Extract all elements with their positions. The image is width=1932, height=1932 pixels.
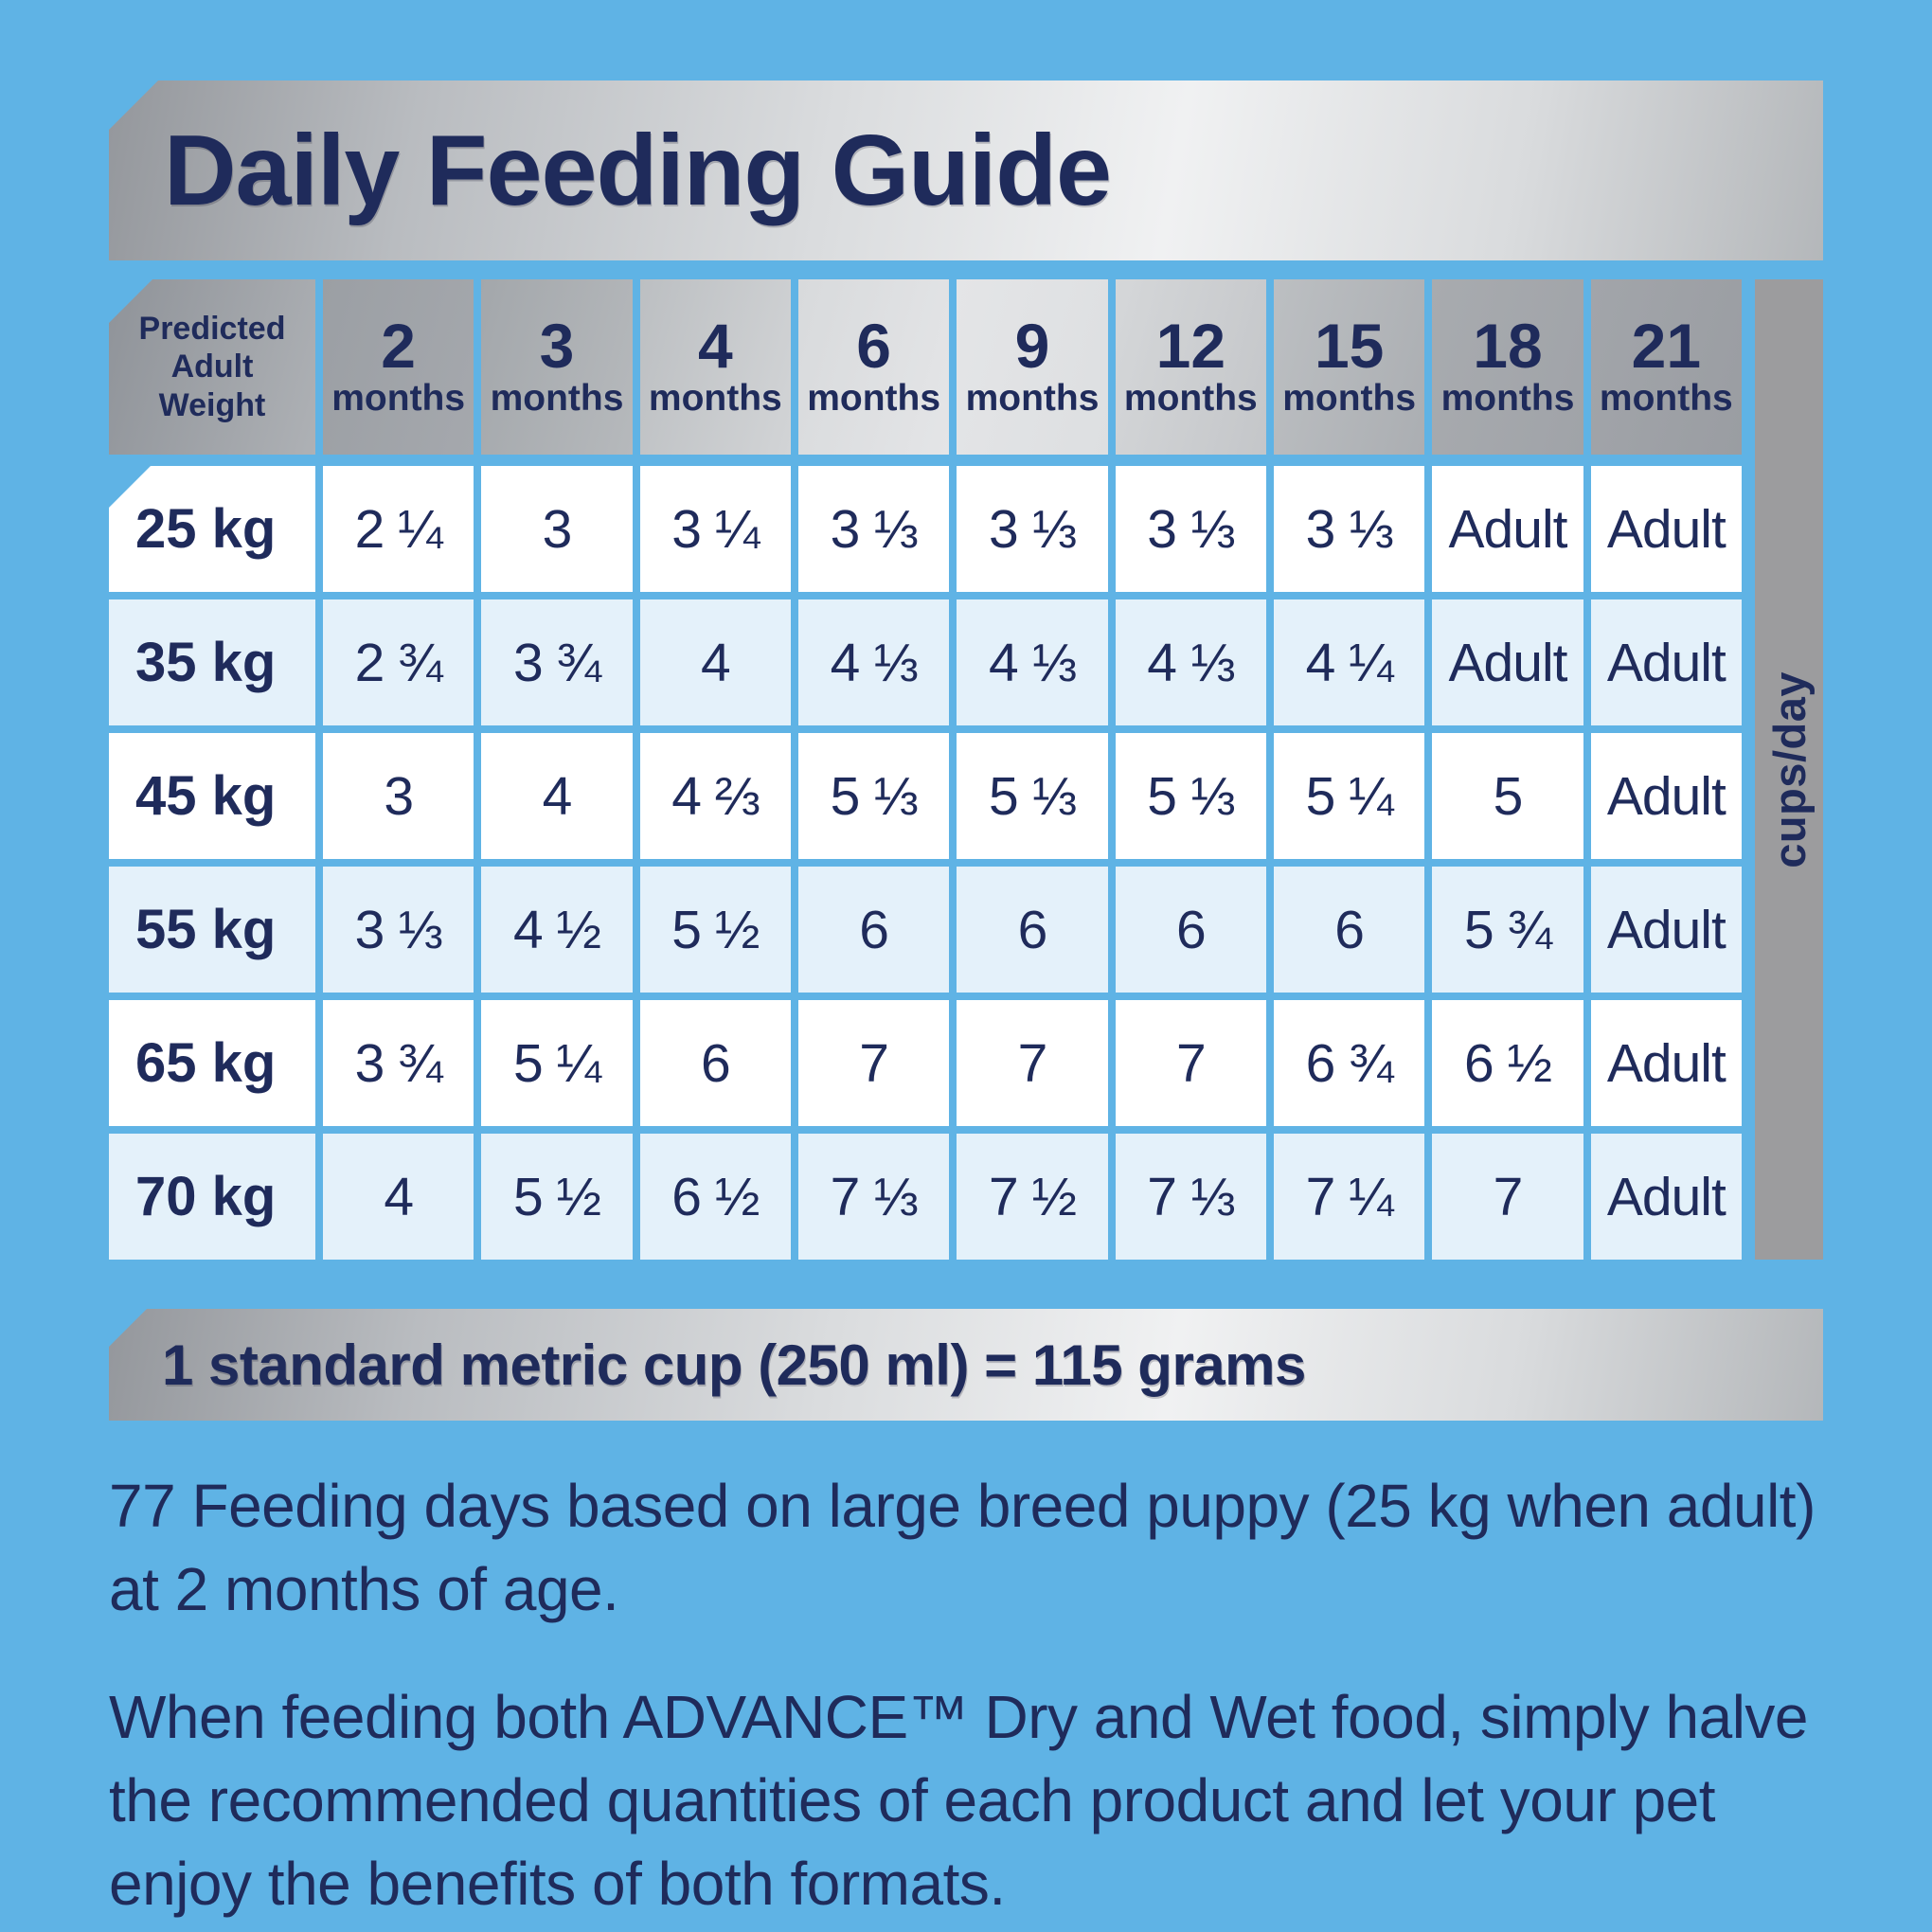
cups-per-day-label: cups/day <box>1763 671 1815 868</box>
table-cell: 3 ⅓ <box>1115 466 1266 592</box>
table-cell: 5 <box>1432 733 1583 859</box>
table-cell: 6 <box>1115 867 1266 993</box>
feeding-table: Predicted Adult Weight 2 months 3 months… <box>109 279 1823 1260</box>
table-cell: 6 <box>957 867 1108 993</box>
title-banner: Daily Feeding Guide <box>109 80 1823 260</box>
table-cell: 5 ½ <box>639 867 791 993</box>
table-cell: 5 ¼ <box>1273 733 1425 859</box>
row-weight-25kg: 25 kg <box>109 466 315 592</box>
table-cell: 7 <box>1115 1000 1266 1126</box>
column-header-4-months: 4 months <box>639 279 791 455</box>
table-cell: 7 ½ <box>957 1134 1108 1260</box>
table-cell: Adult <box>1590 1000 1742 1126</box>
column-header-weight: Predicted Adult Weight <box>109 279 315 455</box>
table-cell: 4 ⅔ <box>639 733 791 859</box>
table-cell: Adult <box>1590 466 1742 592</box>
table-header-row: Predicted Adult Weight 2 months 3 months… <box>109 279 1742 455</box>
column-header-18-months: 18 months <box>1432 279 1583 455</box>
table-body: 25 kg 2 ¼ 3 3 ¼ 3 ⅓ 3 ⅓ 3 ⅓ 3 ⅓ Adult Ad… <box>109 466 1742 1260</box>
table-cell: 3 ⅓ <box>1273 466 1425 592</box>
table-cell: 4 <box>639 599 791 725</box>
table-cell: Adult <box>1432 466 1583 592</box>
table-cell: 3 ⅓ <box>797 466 950 592</box>
table-cell: 4 ¼ <box>1273 599 1425 725</box>
table-cell: 3 ⅓ <box>323 867 474 993</box>
column-header-3-months: 3 months <box>481 279 633 455</box>
table-cell: 4 ⅓ <box>957 599 1108 725</box>
table-cell: 3 <box>481 466 633 592</box>
table-cell: Adult <box>1590 599 1742 725</box>
table-cell: 7 ⅓ <box>797 1134 950 1260</box>
mixed-feeding-note: When feeding both ADVANCE™ Dry and Wet f… <box>109 1682 1809 1919</box>
table-cell: 7 <box>797 1000 950 1126</box>
row-weight-45kg: 45 kg <box>109 733 315 859</box>
table-cell: 6 ¾ <box>1273 1000 1425 1126</box>
table-cell: 3 <box>323 733 474 859</box>
table-cell: 6 <box>639 1000 791 1126</box>
column-header-15-months: 15 months <box>1273 279 1425 455</box>
column-header-2-months: 2 months <box>323 279 474 455</box>
table-cell: 3 ¼ <box>639 466 791 592</box>
table-cell: 4 ½ <box>481 867 633 993</box>
table-cell: 5 ½ <box>481 1134 633 1260</box>
table-cell: 5 ⅓ <box>957 733 1108 859</box>
column-header-12-months: 12 months <box>1115 279 1266 455</box>
row-weight-70kg: 70 kg <box>109 1134 315 1260</box>
table-cell: Adult <box>1590 733 1742 859</box>
table-cell: 4 ⅓ <box>1115 599 1266 725</box>
table-cell: 5 ⅓ <box>797 733 950 859</box>
cups-per-day-strip: cups/day <box>1755 279 1823 1260</box>
row-weight-35kg: 35 kg <box>109 599 315 725</box>
table-cell: 4 <box>323 1134 474 1260</box>
table-cell: 4 <box>481 733 633 859</box>
table-cell: 6 ½ <box>1432 1000 1583 1126</box>
column-header-21-months: 21 months <box>1590 279 1742 455</box>
table-cell: 7 <box>1432 1134 1583 1260</box>
table-cell: 2 ¼ <box>323 466 474 592</box>
table-cell: 5 ¼ <box>481 1000 633 1126</box>
cup-conversion-text: 1 standard metric cup (250 ml) = 115 gra… <box>162 1333 1306 1397</box>
column-header-6-months: 6 months <box>797 279 950 455</box>
cup-conversion-banner: 1 standard metric cup (250 ml) = 115 gra… <box>109 1309 1823 1421</box>
table-cell: 5 ¾ <box>1432 867 1583 993</box>
table-cell: 7 <box>957 1000 1108 1126</box>
table-cell: 3 ¾ <box>323 1000 474 1126</box>
feeding-days-note: 77 Feeding days based on large breed pup… <box>109 1472 1816 1624</box>
table-cell: Adult <box>1590 1134 1742 1260</box>
table-cell: 3 ⅓ <box>957 466 1108 592</box>
table-cell: 7 ⅓ <box>1115 1134 1266 1260</box>
table-cell: 3 ¾ <box>481 599 633 725</box>
table-cell: 6 ½ <box>639 1134 791 1260</box>
column-header-9-months: 9 months <box>957 279 1108 455</box>
table-cell: 5 ⅓ <box>1115 733 1266 859</box>
table-cell: 7 ¼ <box>1273 1134 1425 1260</box>
table-cell: Adult <box>1432 599 1583 725</box>
page-title: Daily Feeding Guide <box>164 114 1112 226</box>
table-cell: 6 <box>797 867 950 993</box>
table-cell: 4 ⅓ <box>797 599 950 725</box>
table-cell: 2 ¾ <box>323 599 474 725</box>
row-weight-65kg: 65 kg <box>109 1000 315 1126</box>
row-weight-55kg: 55 kg <box>109 867 315 993</box>
table-cell: Adult <box>1590 867 1742 993</box>
table-cell: 6 <box>1273 867 1425 993</box>
